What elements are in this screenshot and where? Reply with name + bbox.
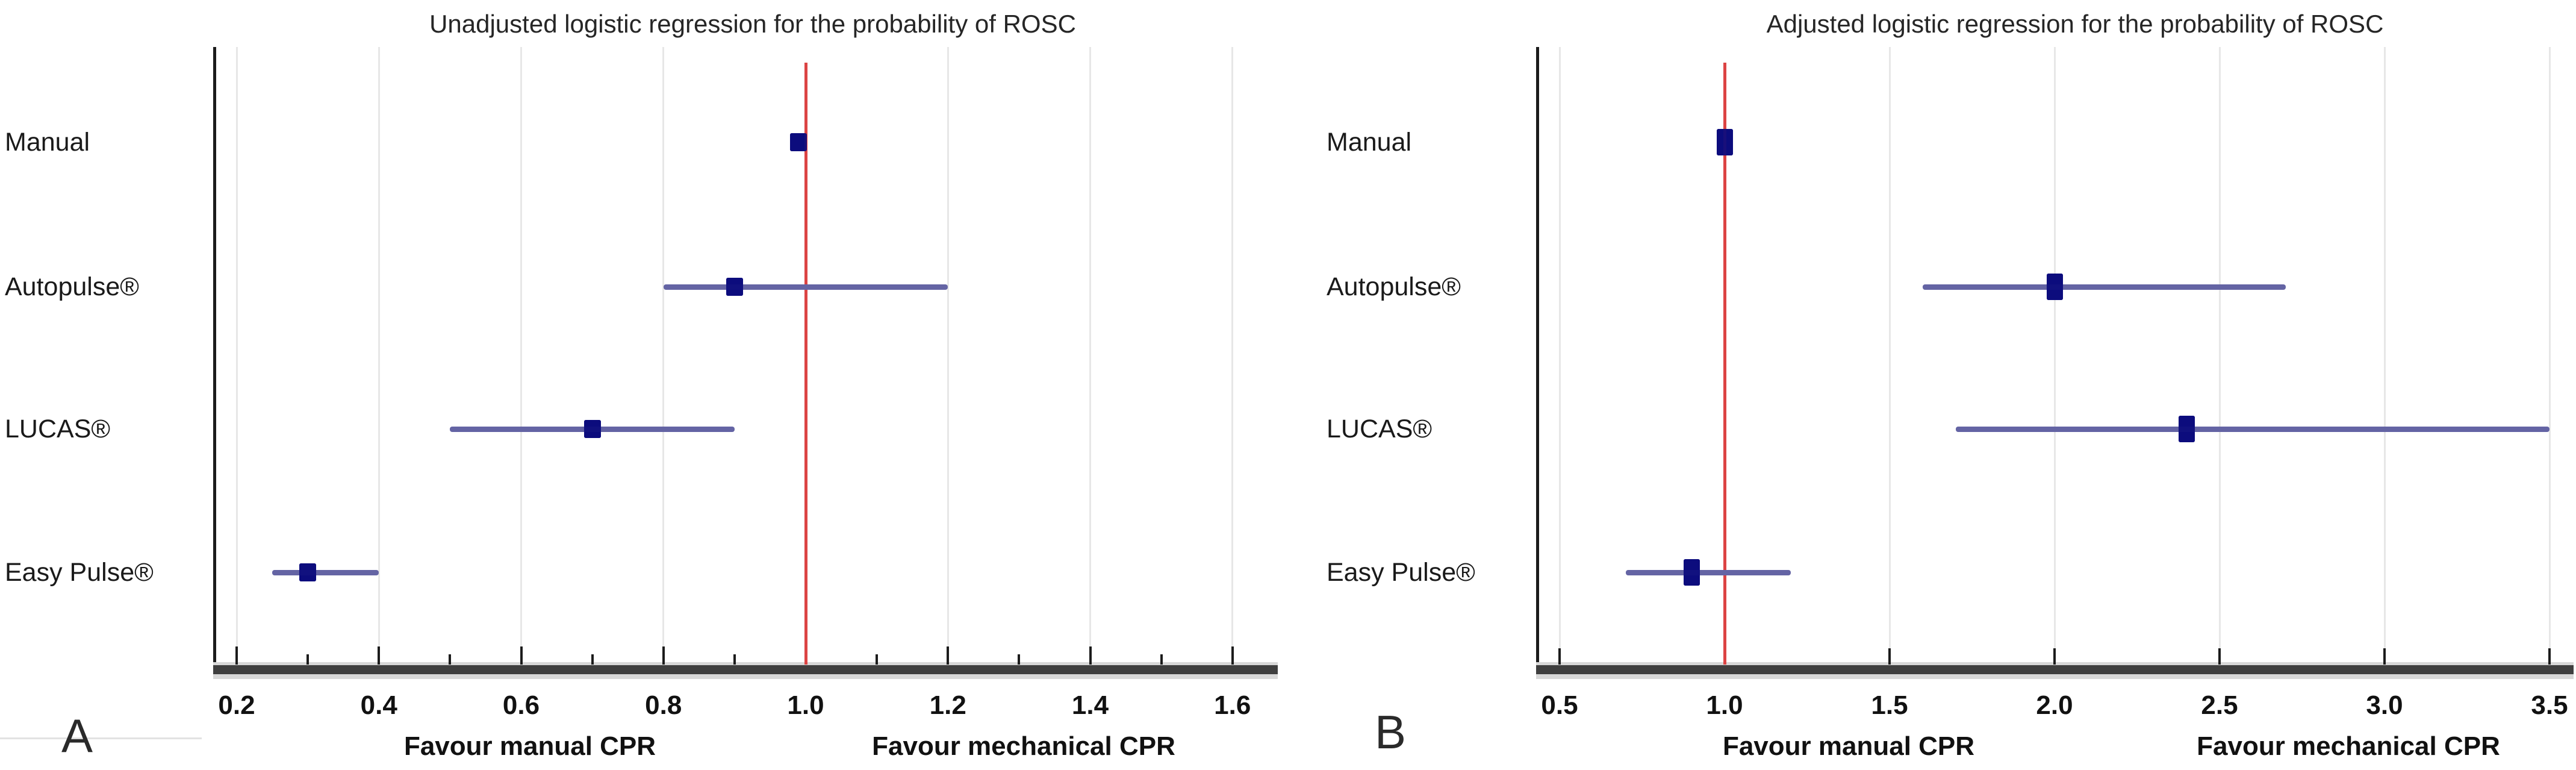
panel-b-x-axis-bar	[1536, 665, 2574, 674]
panel-a-category-label: LUCAS®	[5, 415, 111, 443]
panel-b-major-tick	[2218, 648, 2221, 665]
panel-a-or-marker-top	[583, 420, 601, 438]
panel-b-tick-label: 3.0	[2366, 690, 2403, 720]
panel-b-or-marker-top	[2046, 274, 2063, 300]
panel-a-gridline	[520, 47, 522, 665]
panel-a-gridline	[378, 47, 380, 665]
panel-b-gridline	[2383, 47, 2386, 665]
panel-a-reference-line	[804, 63, 807, 665]
panel-a-ci-bar	[663, 284, 948, 290]
panel-a-major-tick	[1089, 646, 1092, 665]
panel-b-major-tick	[1558, 648, 1561, 665]
panel-b-category-label: Easy Pulse®	[1327, 558, 1475, 587]
panel-a-minor-tick	[306, 654, 310, 665]
panel-a-ci-bar	[272, 570, 379, 575]
panel-b-favour-manual-label: Favour manual CPR	[1722, 731, 1975, 761]
panel-b-gridline	[2548, 47, 2551, 665]
panel-a-or-marker-top	[790, 133, 807, 151]
panel-a-y-axis-spine	[213, 47, 216, 675]
panel-a-category-label: Manual	[5, 128, 90, 157]
panel-b-ci-bar	[1955, 427, 2550, 432]
panel-b-tick-label: 1.0	[1706, 690, 1743, 720]
panel-a-tick-label: 0.6	[502, 690, 540, 720]
panel-a-minor-tick	[1018, 654, 1021, 665]
panel-b-major-tick	[2053, 648, 2056, 665]
panel-b-tick-label: 1.5	[1871, 690, 1908, 720]
panel-b-x-axis-bar-edge-bottom	[1536, 674, 2574, 679]
panel-b-or-marker-top	[2178, 416, 2195, 442]
panel-b-ci-bar	[1922, 284, 2286, 290]
panel-a-minor-tick	[591, 654, 594, 665]
panel-a-major-tick	[1231, 646, 1234, 665]
panel-a-favour-mechanical-label: Favour mechanical CPR	[872, 731, 1175, 761]
panel-b-ci-bar	[1625, 570, 1791, 575]
panel-a-major-tick	[235, 646, 238, 665]
panel-a-minor-tick	[733, 654, 736, 665]
panel-a-or-marker-top	[726, 278, 743, 296]
panel-a-tick-label: 0.8	[645, 690, 682, 720]
panel-a-tick-label: 1.2	[929, 690, 966, 720]
panel-b-or-marker-top	[1683, 559, 1700, 586]
panel-a-tick-label: 0.4	[360, 690, 397, 720]
panel-b-tick-label: 0.5	[1541, 690, 1578, 720]
panel-b-category-label: LUCAS®	[1327, 415, 1433, 443]
panel-a-gridline	[235, 47, 238, 665]
panel-b-gridline	[1558, 47, 1561, 665]
panel-a-favour-manual-label: Favour manual CPR	[403, 731, 656, 761]
panel-a-category-label: Easy Pulse®	[5, 558, 154, 587]
panel-b-tick-label: 3.5	[2531, 690, 2568, 720]
panel-b-major-tick	[2383, 648, 2386, 665]
panel-a-letter-underline	[0, 737, 202, 739]
panel-a-tick-label: 1.0	[787, 690, 824, 720]
panel-b-favour-mechanical-label: Favour mechanical CPR	[2197, 731, 2500, 761]
panel-b-y-axis-spine	[1536, 47, 1539, 675]
panel-a-letter: A	[61, 709, 93, 762]
panel-b-tick-label: 2.0	[2036, 690, 2073, 720]
panel-a-or-marker-top	[299, 563, 317, 581]
panel-a-gridline	[1089, 47, 1091, 665]
panel-a-minor-tick	[1160, 654, 1163, 665]
panel-a-major-tick	[520, 646, 523, 665]
panel-b-gridline	[2218, 47, 2221, 665]
panel-b-gridline	[2053, 47, 2056, 665]
panel-a-major-tick	[947, 646, 950, 665]
panel-a-tick-label: 1.4	[1071, 690, 1109, 720]
panel-a-gridline	[662, 47, 665, 665]
panel-a-tick-label: 0.2	[218, 690, 255, 720]
panel-b-category-label: Autopulse®	[1327, 272, 1461, 301]
panel-a-gridline	[1231, 47, 1234, 665]
panel-a-major-tick	[378, 646, 381, 665]
panel-b-major-tick	[1888, 648, 1891, 665]
panel-a-x-axis-bar	[213, 665, 1278, 674]
panel-b-reference-line	[1723, 63, 1726, 665]
panel-a-category-label: Autopulse®	[5, 272, 139, 301]
panel-b-tick-label: 2.5	[2201, 690, 2238, 720]
panel-b-title: Adjusted logistic regression for the pro…	[1766, 10, 2384, 38]
panel-b-gridline	[1888, 47, 1891, 665]
panel-a-x-axis-bar-edge-top	[213, 662, 1278, 665]
panel-a-tick-label: 1.6	[1214, 690, 1251, 720]
panel-a-title: Unadjusted logistic regression for the p…	[429, 10, 1076, 38]
panel-a-major-tick	[662, 646, 665, 665]
panel-a-minor-tick	[876, 654, 879, 665]
panel-a-minor-tick	[449, 654, 452, 665]
panel-b-category-label: Manual	[1327, 128, 1412, 157]
panel-a-gridline	[947, 47, 949, 665]
panel-b-or-marker-top	[1716, 129, 1733, 155]
panel-a-x-axis-bar-edge-bottom	[213, 674, 1278, 679]
panel-b-letter: B	[1375, 706, 1407, 759]
panel-b-major-tick	[2548, 648, 2551, 665]
